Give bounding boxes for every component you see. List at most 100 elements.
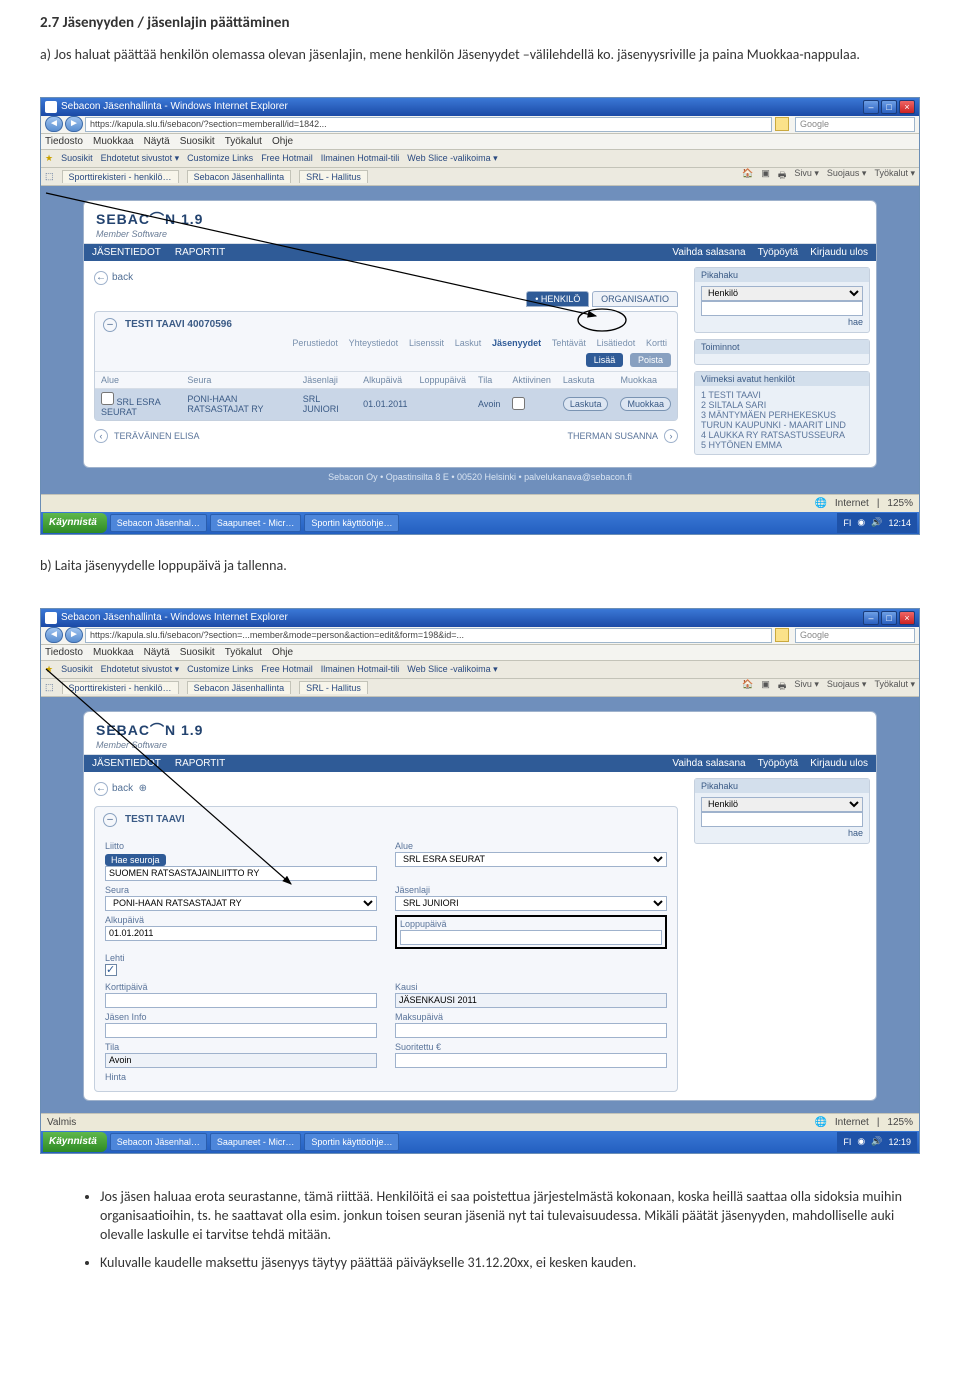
print-icon[interactable]: 🖶 xyxy=(778,168,787,184)
tool-item[interactable]: Suojaus ▾ xyxy=(827,168,867,184)
next-member[interactable]: THERMAN SUSANNA xyxy=(567,431,658,441)
prev-member[interactable]: TERÄVÄINEN ELISA xyxy=(114,431,200,441)
fav-item[interactable]: Web Slice -valikoima ▾ xyxy=(407,664,497,675)
back-nav-button[interactable]: ◄ xyxy=(45,116,63,132)
subtab[interactable]: Perustiedot xyxy=(288,338,342,348)
back-nav-button[interactable]: ◄ xyxy=(45,627,63,643)
subtab[interactable]: Lisenssit xyxy=(405,338,448,348)
topnav-link[interactable]: Vaihda salasana xyxy=(672,247,745,258)
topnav-item[interactable]: JÄSENTIEDOT xyxy=(92,247,161,258)
print-icon[interactable]: 🖶 xyxy=(778,679,787,695)
maximize-button[interactable]: □ xyxy=(881,611,897,625)
browser-search[interactable]: Google xyxy=(795,117,915,132)
hae-link[interactable]: hae xyxy=(701,827,863,839)
next-icon[interactable]: › xyxy=(664,429,678,443)
taskbar-item[interactable]: Saapuneet - Micr… xyxy=(210,1133,302,1151)
jasenlaji-select[interactable]: SRL JUNIORI xyxy=(395,896,667,911)
alkupaiva-field[interactable] xyxy=(105,926,377,941)
fav-item[interactable]: Customize Links xyxy=(187,153,253,163)
back-label[interactable]: back xyxy=(112,272,133,283)
muokkaa-button[interactable]: Muokkaa xyxy=(620,397,671,411)
taskbar-item[interactable]: Sebacon Jäsenhal… xyxy=(110,514,207,532)
hae-link[interactable]: hae xyxy=(701,316,863,328)
zoom-label[interactable]: 125% xyxy=(887,1117,913,1128)
recent-item[interactable]: 2 SILTALA SARI xyxy=(701,400,863,410)
jaseninfo-field[interactable] xyxy=(105,1023,377,1038)
home-icon[interactable]: 🏠 xyxy=(742,679,753,695)
recent-item[interactable]: 4 LAUKKA RY RATSASTUSSEURA xyxy=(701,430,863,440)
menu-item[interactable]: Muokkaa xyxy=(93,647,134,658)
laskuta-button[interactable]: Laskuta xyxy=(563,397,609,411)
taskbar-item[interactable]: Sportin käyttöohje… xyxy=(304,1133,399,1151)
back-icon[interactable]: ← xyxy=(94,782,108,796)
browser-tab[interactable]: Sebacon Jäsenhallinta xyxy=(187,681,292,694)
menu-item[interactable]: Työkalut xyxy=(225,647,262,658)
fav-item[interactable]: Ilmainen Hotmail-tili xyxy=(321,153,400,163)
topnav-item[interactable]: JÄSENTIEDOT xyxy=(92,758,161,769)
address-bar[interactable]: https://kapula.slu.fi/sebacon/?section=.… xyxy=(85,628,772,643)
ie-menu[interactable]: Tiedosto Muokkaa Näytä Suosikit Työkalut… xyxy=(41,645,919,661)
fav-item[interactable]: Customize Links xyxy=(187,664,253,674)
tool-item[interactable]: Työkalut ▾ xyxy=(874,679,915,695)
menu-item[interactable]: Tiedosto xyxy=(45,647,83,658)
korttipaiva-field[interactable] xyxy=(105,993,377,1008)
lehti-checkbox[interactable] xyxy=(105,964,117,976)
zoom-label[interactable]: 125% xyxy=(887,498,913,509)
menu-item[interactable]: Suosikit xyxy=(180,647,215,658)
menu-item[interactable]: Suosikit xyxy=(180,136,215,147)
subtab[interactable]: Tehtävät xyxy=(548,338,590,348)
add-button[interactable]: Lisää xyxy=(586,353,624,367)
maximize-button[interactable]: □ xyxy=(881,100,897,114)
recent-item[interactable]: 5 HYTÖNEN EMMA xyxy=(701,440,863,450)
start-button[interactable]: Käynnistä xyxy=(43,1132,107,1152)
subtab[interactable]: Yhteystiedot xyxy=(345,338,403,348)
subtab[interactable]: Laskut xyxy=(451,338,486,348)
close-button[interactable]: × xyxy=(899,611,915,625)
minimize-button[interactable]: – xyxy=(863,100,879,114)
topnav-link[interactable]: Kirjaudu ulos xyxy=(810,247,868,258)
tool-item[interactable]: Työkalut ▾ xyxy=(874,168,915,184)
browser-tab[interactable]: Sebacon Jäsenhallinta xyxy=(187,170,292,183)
topnav-link[interactable]: Vaihda salasana xyxy=(672,758,745,769)
menu-item[interactable]: Työkalut xyxy=(225,136,262,147)
browser-tab[interactable]: SRL - Hallitus xyxy=(299,681,368,694)
menu-item[interactable]: Näytä xyxy=(144,647,170,658)
maksupaiva-field[interactable] xyxy=(395,1023,667,1038)
subtab[interactable]: Kortti xyxy=(642,338,671,348)
ie-menu[interactable]: Tiedosto Muokkaa Näytä Suosikit Työkalut… xyxy=(41,134,919,150)
menu-item[interactable]: Tiedosto xyxy=(45,136,83,147)
tab-henkilo[interactable]: • HENKILÖ xyxy=(526,291,589,307)
collapse-icon[interactable]: – xyxy=(103,318,117,332)
back-label[interactable]: back xyxy=(112,783,133,794)
fav-item[interactable]: Ilmainen Hotmail-tili xyxy=(321,664,400,674)
seura-select[interactable]: PONI-HAAN RATSASTAJAT RY xyxy=(105,896,377,911)
browser-tab[interactable]: Sporttirekisteri - henkilö… xyxy=(62,681,179,694)
menu-item[interactable]: Näytä xyxy=(144,136,170,147)
browser-tab[interactable]: Sporttirekisteri - henkilö… xyxy=(62,170,179,183)
delete-button[interactable]: Poista xyxy=(630,353,671,367)
collapse-icon[interactable]: – xyxy=(103,813,117,827)
taskbar-item[interactable]: Sebacon Jäsenhal… xyxy=(110,1133,207,1151)
alue-select[interactable]: SRL ESRA SEURAT xyxy=(395,852,667,867)
subtab[interactable]: Lisätiedot xyxy=(593,338,640,348)
row-checkbox[interactable] xyxy=(101,392,114,405)
topnav-link[interactable]: Työpöytä xyxy=(758,758,799,769)
pikahaku-input[interactable] xyxy=(701,301,863,316)
subtab-active[interactable]: Jäsenyydet xyxy=(488,338,545,348)
menu-item[interactable]: Ohje xyxy=(272,136,293,147)
start-button[interactable]: Käynnistä xyxy=(43,513,107,533)
suoritettu-field[interactable] xyxy=(395,1053,667,1068)
tool-item[interactable]: Sivu ▾ xyxy=(794,679,819,695)
home-icon[interactable]: 🏠 xyxy=(742,168,753,184)
fav-item[interactable]: Free Hotmail xyxy=(261,153,313,163)
loppupaiva-field[interactable] xyxy=(400,930,662,945)
rss-icon[interactable]: ▣ xyxy=(761,168,770,184)
close-button[interactable]: × xyxy=(899,100,915,114)
topnav-link[interactable]: Työpöytä xyxy=(758,247,799,258)
taskbar-item[interactable]: Saapuneet - Micr… xyxy=(210,514,302,532)
fav-item[interactable]: Ehdotetut sivustot ▾ xyxy=(101,664,180,675)
taskbar-item[interactable]: Sportin käyttöohje… xyxy=(304,514,399,532)
fwd-nav-button[interactable]: ► xyxy=(65,627,83,643)
topnav-link[interactable]: Kirjaudu ulos xyxy=(810,758,868,769)
fav-item[interactable]: Web Slice -valikoima ▾ xyxy=(407,153,497,164)
